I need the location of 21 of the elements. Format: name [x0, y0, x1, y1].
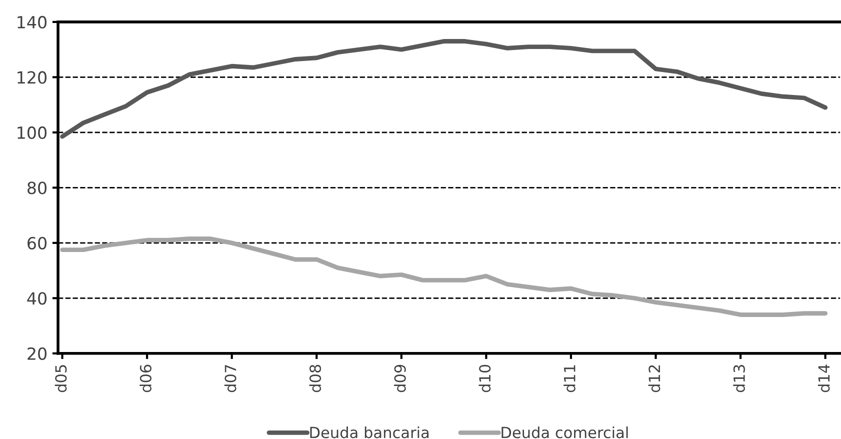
legend-label: Deuda comercial: [502, 426, 628, 438]
x-tick-label: d07: [224, 365, 236, 392]
y-tick-label: 80: [28, 182, 47, 194]
x-tick-label: d14: [818, 364, 830, 392]
x-tick-label: d08: [309, 364, 322, 392]
y-tick-label: 140: [18, 16, 47, 29]
x-tick-label: d11: [564, 365, 576, 392]
legend-label: Deuda bancaria: [310, 426, 429, 438]
line-series: [60, 39, 828, 139]
y-tick-label: 100: [18, 126, 47, 139]
y-tick-label: 20: [28, 347, 47, 360]
x-tick-label: d12: [648, 365, 660, 392]
y-tick-label: 120: [18, 71, 47, 84]
x-tick-label: d09: [394, 364, 406, 392]
x-tick-label: d05: [54, 365, 67, 392]
x-tick-label: d06: [140, 364, 152, 392]
x-tick-label: d10: [478, 364, 491, 392]
line-series: [60, 236, 828, 317]
y-tick-label: 60: [28, 236, 47, 250]
x-tick-label: d13: [733, 365, 745, 392]
y-tick-label: 40: [27, 292, 47, 305]
